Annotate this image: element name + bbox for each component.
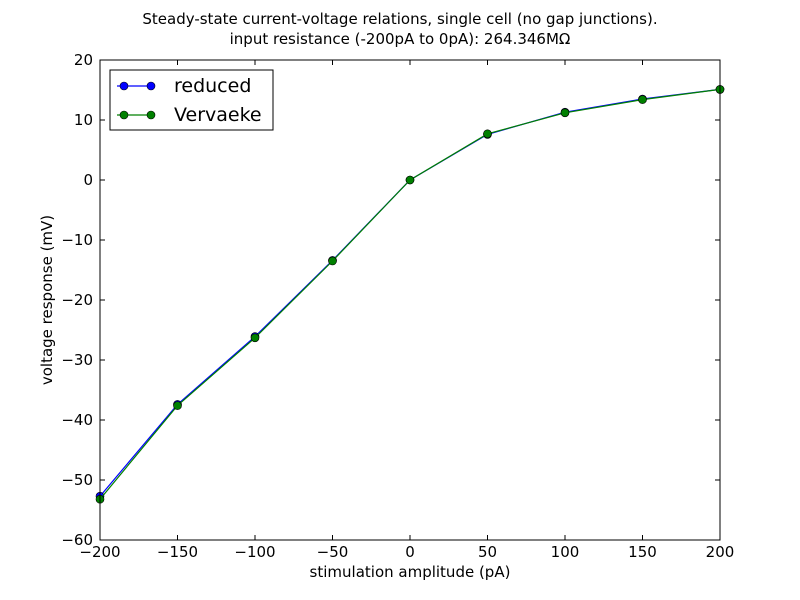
legend-label: reduced (174, 75, 251, 97)
x-tick-label: −150 (157, 543, 198, 561)
x-tick-label: −50 (317, 543, 349, 561)
y-tick-label: −40 (61, 411, 93, 429)
axes: −200 −150 −100 −50 0 50 100 150 200−60−50−40−30−… (61, 51, 734, 561)
data-point (638, 95, 647, 104)
x-axis-label: stimulation amplitude (pA) (310, 563, 511, 581)
chart-title: Steady-state current-voltage relations, … (142, 10, 657, 48)
chart-title-line-1: Steady-state current-voltage relations, … (142, 10, 657, 28)
x-tick-label: −100 (234, 543, 275, 561)
y-tick-label: −60 (61, 531, 93, 549)
series-line-1 (99, 88, 721, 500)
y-tick-label: −20 (61, 291, 93, 309)
x-tick-label: 150 (628, 543, 657, 561)
x-tick-label: 50 (478, 543, 497, 561)
x-tick-label: −200 (79, 543, 120, 561)
legend-marker (119, 110, 129, 120)
x-tick-label: 0 (405, 543, 415, 561)
series-1 (95, 85, 725, 504)
data-point (173, 401, 182, 410)
y-tick-label: −30 (61, 351, 93, 369)
y-tick-label: 0 (83, 171, 93, 189)
chart-title-line-2: input resistance (-200pA to 0pA): 264.34… (230, 30, 571, 48)
legend-marker (146, 110, 156, 120)
data-point (328, 256, 337, 266)
legend-box (109, 69, 274, 131)
y-tick-label: 20 (74, 51, 93, 69)
data-point (250, 333, 260, 343)
legend-label: Vervaeke (174, 104, 262, 126)
data-point (483, 129, 492, 139)
y-axis-label: voltage response (mV) (38, 215, 56, 385)
x-tick-label: 100 (551, 543, 580, 561)
y-tick-label: −10 (61, 231, 93, 249)
legend-marker (146, 81, 156, 91)
series-0 (95, 85, 725, 501)
data-point (405, 175, 415, 185)
x-tick-label: 200 (706, 543, 735, 561)
axes-frame (99, 59, 721, 541)
legend-marker (119, 81, 129, 91)
plot-area (95, 85, 725, 504)
legend: reduced Vervaeke (109, 69, 274, 131)
data-point (560, 108, 570, 118)
y-tick-label: −50 (61, 471, 93, 489)
series-line-0 (99, 88, 721, 497)
y-tick-label: 10 (74, 111, 93, 129)
